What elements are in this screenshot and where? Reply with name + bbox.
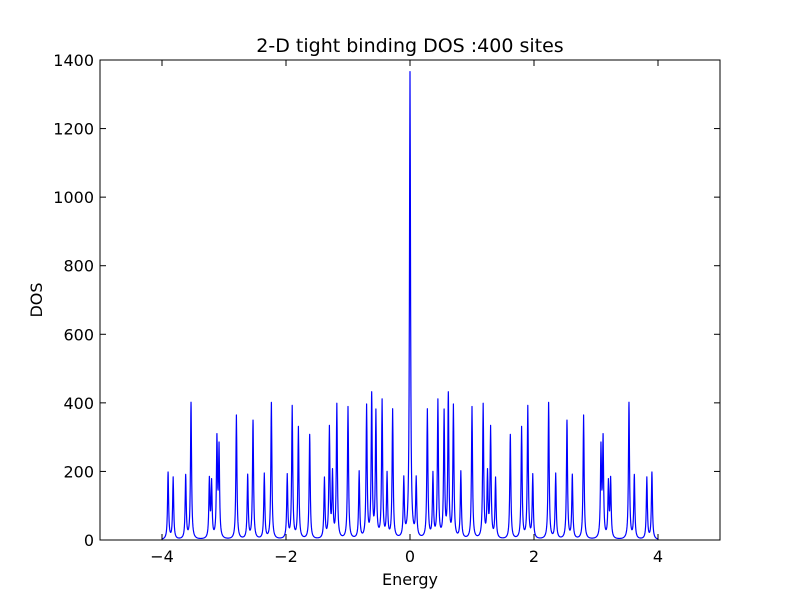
y-tick-label: 600 [63, 325, 94, 344]
y-tick-label: 800 [63, 257, 94, 276]
x-tick-label: 2 [529, 547, 539, 566]
y-tick-label: 200 [63, 462, 94, 481]
y-tick-label: 400 [63, 394, 94, 413]
chart-title: 2-D tight binding DOS :400 sites [256, 35, 563, 57]
y-tick-label: 1400 [53, 51, 94, 70]
y-tick-label: 1000 [53, 188, 94, 207]
x-axis-label: Energy [382, 570, 438, 589]
y-tick-label: 0 [84, 531, 94, 550]
plot-area: −4 −2 0 2 4 0 200 400 600 800 1000 1200 1400 [53, 51, 721, 566]
y-tick-label: 1200 [53, 120, 94, 139]
x-tick-label: −2 [274, 547, 298, 566]
x-tick-label: 4 [653, 547, 663, 566]
x-tick-label: −4 [150, 547, 174, 566]
x-tick-label: 0 [405, 547, 415, 566]
x-axis-ticks: −4 −2 0 2 4 [150, 60, 663, 566]
plot-frame [99, 59, 721, 541]
y-axis-label: DOS [27, 282, 46, 317]
dos-series-line [161, 71, 659, 540]
